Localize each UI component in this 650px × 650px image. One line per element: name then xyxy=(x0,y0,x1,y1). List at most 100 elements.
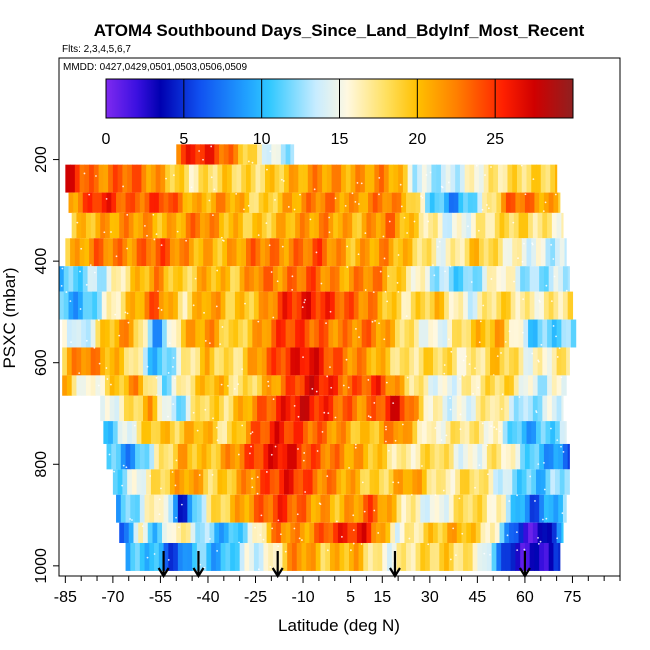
heatmap-cell xyxy=(187,443,193,470)
heatmap-cell xyxy=(550,421,556,444)
heatmap-cell xyxy=(325,494,331,523)
sample-dot xyxy=(122,185,124,188)
sample-dot xyxy=(69,300,72,303)
heatmap-cell xyxy=(70,238,76,267)
sample-dot xyxy=(421,196,424,199)
heatmap-cell xyxy=(127,469,133,495)
heatmap-cell xyxy=(123,395,130,422)
heatmap-cell xyxy=(234,291,241,320)
heatmap-cell xyxy=(477,266,483,292)
heatmap-cell xyxy=(230,192,236,213)
heatmap-cell xyxy=(171,319,177,348)
heatmap-cell xyxy=(493,164,499,193)
heatmap-cell xyxy=(298,469,304,495)
sample-dot xyxy=(172,357,175,359)
heatmap-cell xyxy=(475,522,482,543)
heatmap-cell xyxy=(219,319,225,348)
heatmap-cell xyxy=(158,443,165,470)
heatmap-cell xyxy=(158,266,165,292)
heatmap-cell xyxy=(421,469,428,495)
heatmap-cell xyxy=(387,266,393,292)
heatmap-cell xyxy=(360,238,366,267)
heatmap-cell xyxy=(537,347,543,376)
heatmap-cell xyxy=(567,291,574,320)
heatmap-cell xyxy=(255,469,261,495)
heatmap-cell xyxy=(160,421,166,444)
heatmap-cell xyxy=(217,469,223,495)
heatmap-cell xyxy=(244,266,250,292)
sample-dot xyxy=(323,411,326,414)
heatmap-cell xyxy=(368,443,374,470)
colorbar-tick-label: 5 xyxy=(179,131,188,148)
heatmap-cell xyxy=(361,375,368,396)
heatmap-cell xyxy=(234,494,241,523)
heatmap-cell xyxy=(246,238,252,267)
heatmap-cell xyxy=(326,238,333,267)
heatmap-cell xyxy=(162,522,168,543)
heatmap-cell xyxy=(219,144,225,165)
sample-dot xyxy=(346,266,349,268)
sample-dot xyxy=(208,342,211,344)
heatmap-cell xyxy=(128,395,135,422)
heatmap-cell xyxy=(475,375,482,396)
heatmap-cell xyxy=(310,443,317,470)
heatmap-cell xyxy=(545,421,551,444)
sample-dot xyxy=(373,402,376,404)
heatmap-cell xyxy=(352,395,358,422)
heatmap-cell xyxy=(304,347,310,376)
heatmap-cell xyxy=(353,192,360,213)
heatmap-cell xyxy=(135,291,141,320)
heatmap-cell xyxy=(528,212,534,239)
heatmap-cell xyxy=(363,443,369,470)
sample-dot xyxy=(364,232,367,235)
heatmap-cell xyxy=(529,291,536,320)
heatmap-cell xyxy=(255,164,261,193)
heatmap-cell xyxy=(247,347,253,376)
heatmap-cell xyxy=(520,266,526,292)
heatmap-cell xyxy=(450,469,456,495)
sample-dot xyxy=(129,518,132,520)
heatmap-cell xyxy=(123,319,130,348)
heatmap-cell xyxy=(368,494,374,523)
heatmap-cell xyxy=(247,375,253,396)
heatmap-cell xyxy=(507,421,513,444)
heatmap-cell xyxy=(336,238,342,267)
heatmap-cell xyxy=(371,395,377,422)
heatmap-cell xyxy=(225,266,231,292)
heatmap-cell xyxy=(258,192,265,213)
heatmap-cell xyxy=(532,395,539,422)
heatmap-cell xyxy=(144,494,150,523)
heatmap-cell xyxy=(364,421,371,444)
heatmap-cell xyxy=(108,421,114,444)
heatmap-cell xyxy=(166,395,173,422)
heatmap-cell xyxy=(512,238,518,267)
heatmap-cell xyxy=(109,347,116,376)
heatmap-cell xyxy=(410,542,417,571)
heatmap-cell xyxy=(234,542,241,571)
heatmap-cell xyxy=(246,164,252,193)
heatmap-cell xyxy=(128,212,135,239)
heatmap-cell xyxy=(383,164,390,193)
heatmap-cell xyxy=(125,291,131,320)
heatmap-cell xyxy=(117,238,123,267)
sample-dot xyxy=(297,448,299,450)
heatmap-cell xyxy=(333,212,339,239)
heatmap-cell xyxy=(436,238,442,267)
sample-dot xyxy=(544,201,547,204)
heatmap-cell xyxy=(507,164,513,193)
sample-dot xyxy=(302,459,305,462)
heatmap-cell xyxy=(171,522,177,543)
heatmap-cell xyxy=(214,347,220,376)
heatmap-cell xyxy=(490,375,496,396)
sample-dot xyxy=(360,182,363,185)
heatmap-cell xyxy=(249,542,255,571)
heatmap-cell xyxy=(318,375,325,396)
sample-dot xyxy=(203,311,205,314)
heatmap-cell xyxy=(450,421,456,444)
heatmap-cell xyxy=(90,212,97,239)
heatmap-cell xyxy=(486,494,493,523)
heatmap-cell xyxy=(152,319,158,348)
heatmap-cell xyxy=(147,212,154,239)
heatmap-cell xyxy=(463,291,469,320)
sample-dot xyxy=(326,375,329,378)
